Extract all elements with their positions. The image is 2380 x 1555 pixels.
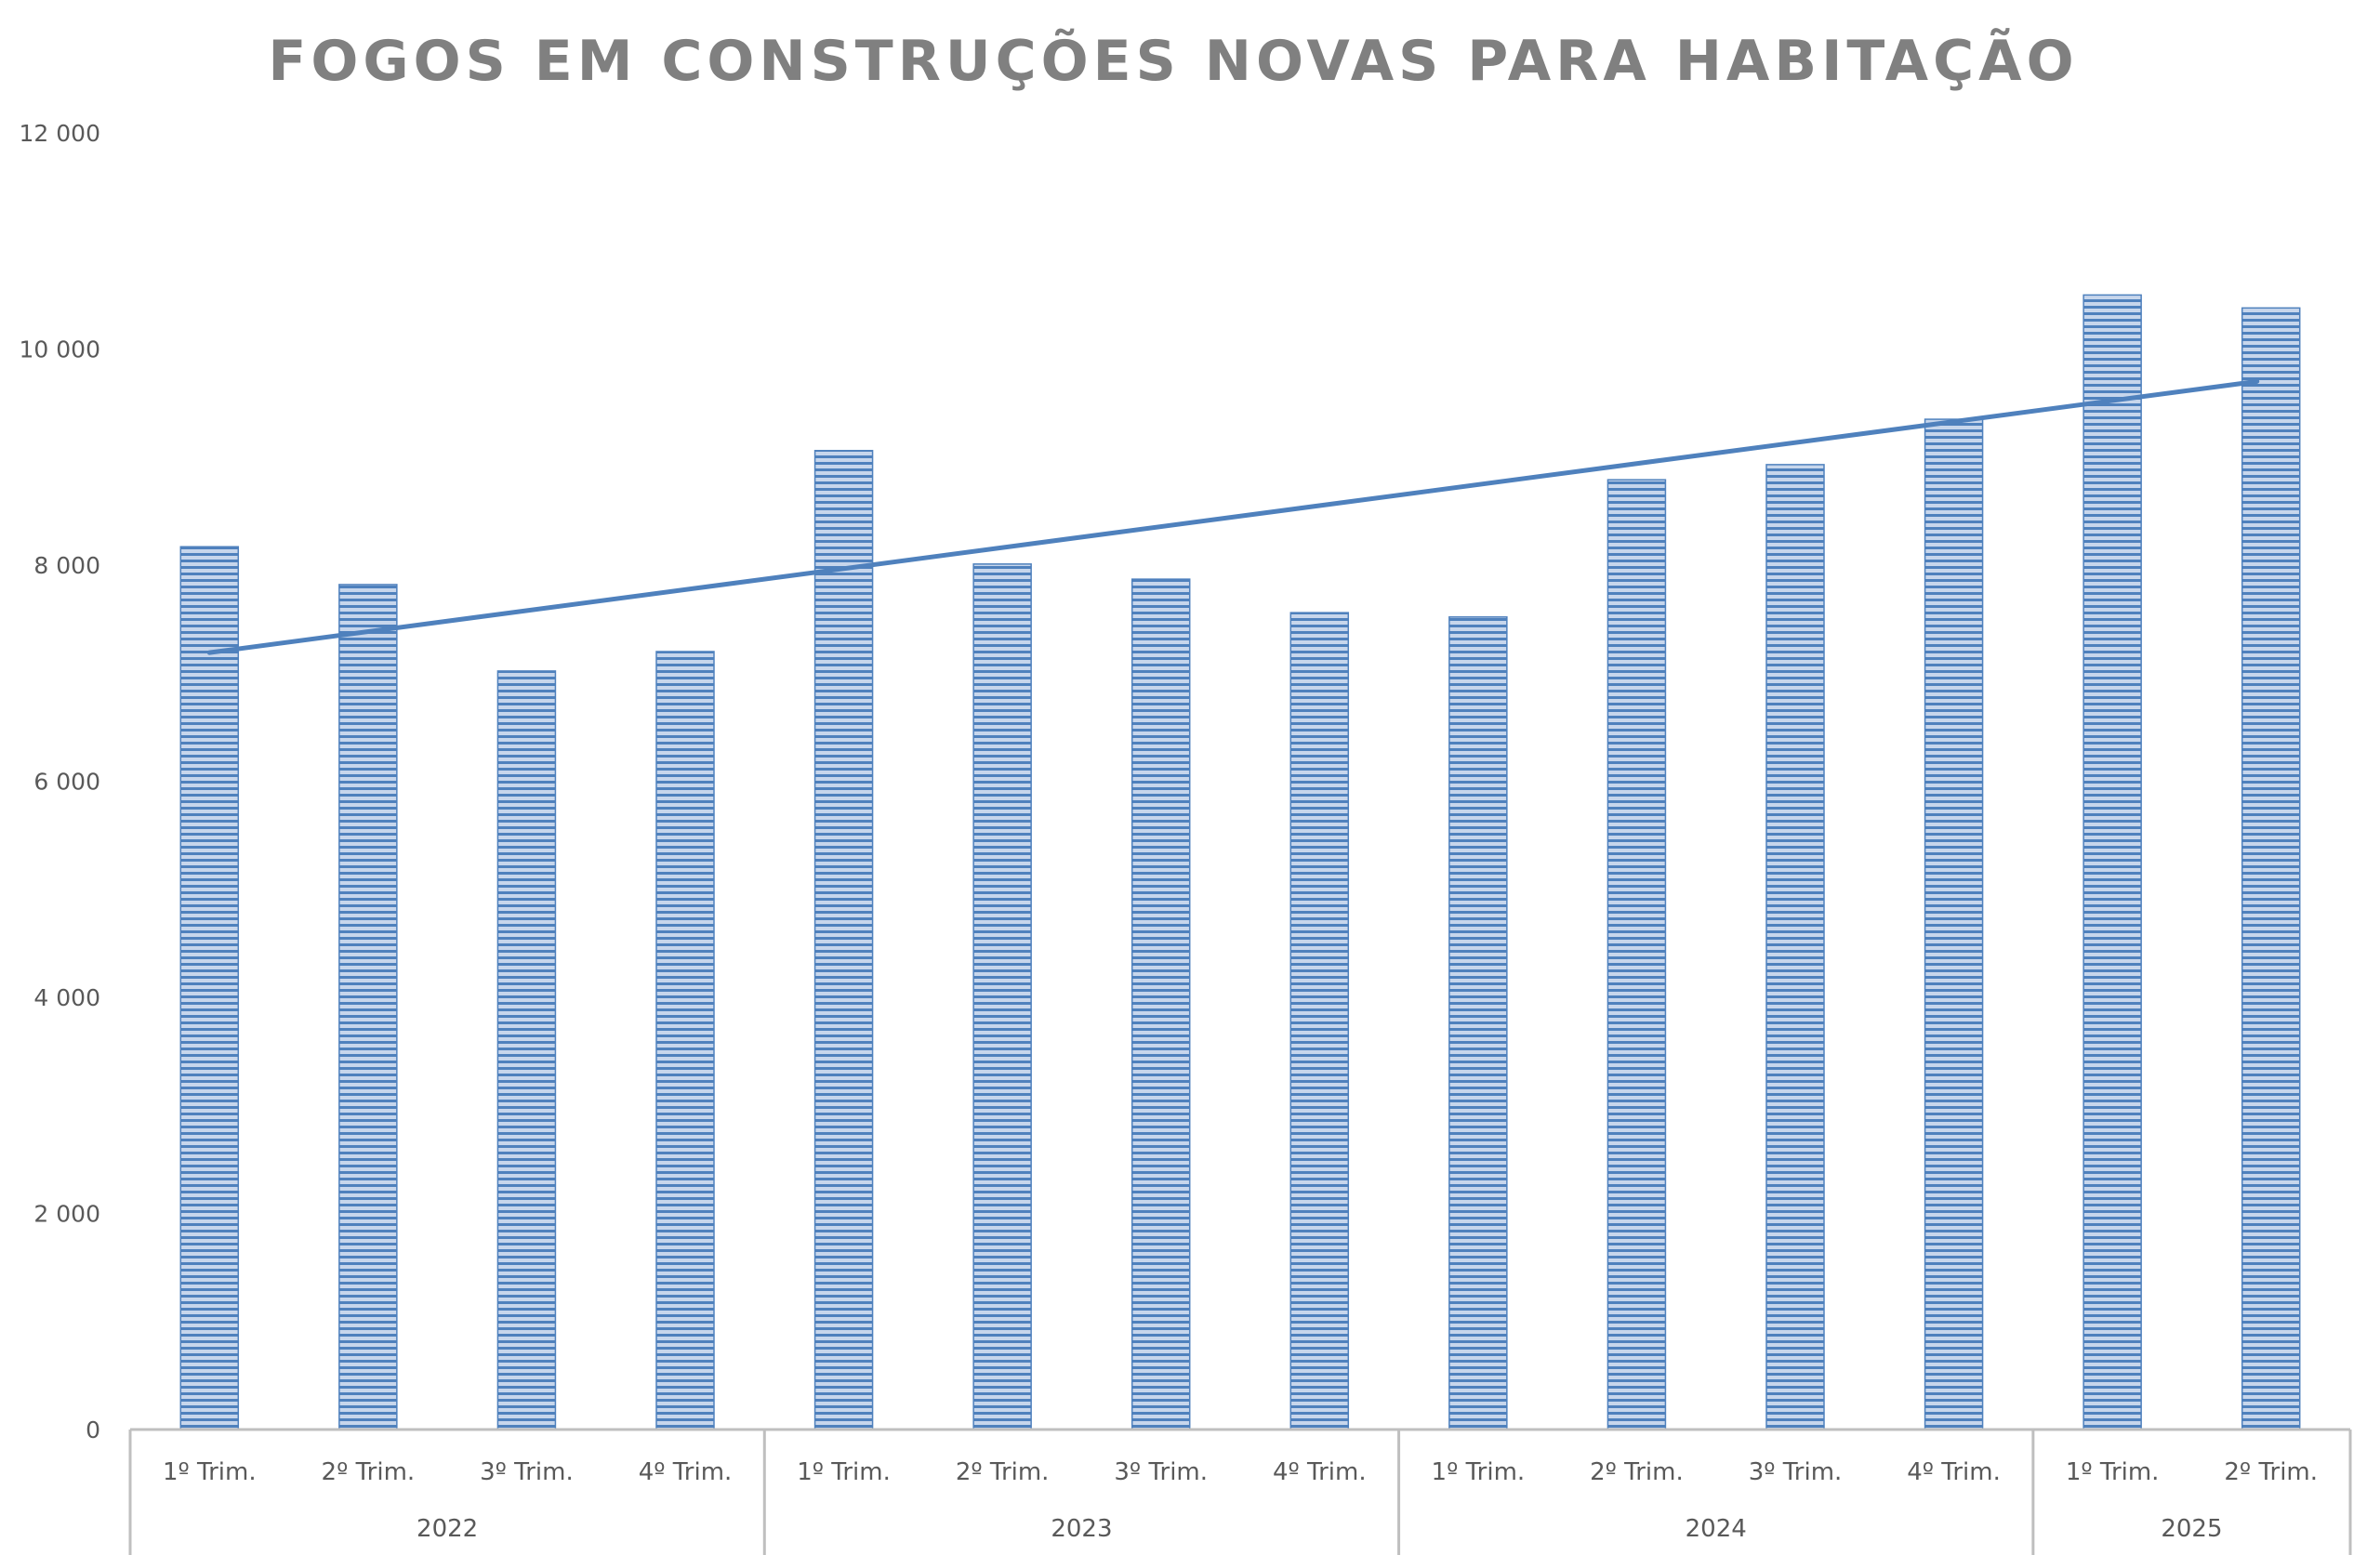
- y-tick-label: 8 000: [33, 552, 100, 579]
- x-tick-label: 2º Trim.: [322, 1458, 416, 1486]
- x-tick-label: 2º Trim.: [1590, 1458, 1684, 1486]
- x-axis: 1º Trim. 2º Trim. 3º Trim. 4º Trim. 1º Trim.…: [128, 1428, 2352, 1555]
- x-tick-label: 3º Trim.: [1114, 1458, 1208, 1486]
- bar: [1765, 464, 1825, 1430]
- y-axis-labels: 0 2 000 4 000 6 000 8 000 10 000 12 000: [20, 120, 100, 1443]
- y-tick-label: 2 000: [33, 1201, 100, 1228]
- x-tick-label: 1º Trim.: [1432, 1458, 1526, 1486]
- bar: [2082, 294, 2142, 1430]
- x-tick-label: 2º Trim.: [956, 1458, 1050, 1486]
- bar: [338, 584, 398, 1430]
- group-label: 2022: [416, 1515, 478, 1543]
- bar: [2241, 307, 2301, 1430]
- group-label: 2023: [1051, 1515, 1112, 1543]
- group-label: 2024: [1686, 1515, 1747, 1543]
- x-tick-label: 2º Trim.: [2224, 1458, 2318, 1486]
- y-tick-label: 10 000: [20, 336, 100, 363]
- chart-title: FOGOS EM CONSTRUÇÕES NOVAS PARA HABITAÇÃ…: [268, 27, 2078, 94]
- group-label: 2025: [2161, 1515, 2222, 1543]
- bar: [655, 651, 715, 1430]
- bar: [1289, 612, 1350, 1430]
- x-tick-label: 4º Trim.: [639, 1458, 733, 1486]
- y-tick-label: 12 000: [20, 120, 100, 147]
- trendline: [206, 378, 2260, 655]
- x-tick-label: 4º Trim.: [1907, 1458, 2001, 1486]
- x-tick-label: 1º Trim.: [797, 1458, 891, 1486]
- y-tick-label: 6 000: [33, 769, 100, 796]
- bar: [1924, 418, 1984, 1430]
- y-tick-label: 0: [86, 1417, 100, 1443]
- bar: [813, 450, 874, 1430]
- x-tick-label: 1º Trim.: [2066, 1458, 2160, 1486]
- trendline-group: [206, 378, 2260, 655]
- x-tick-label: 1º Trim.: [163, 1458, 257, 1486]
- y-tick-label: 4 000: [33, 984, 100, 1011]
- bar: [496, 670, 557, 1430]
- x-tick-label: 4º Trim.: [1273, 1458, 1367, 1486]
- bar: [972, 563, 1032, 1430]
- bar: [1606, 479, 1667, 1430]
- bar: [1130, 578, 1191, 1430]
- bars: [179, 294, 2301, 1430]
- bar: [1448, 616, 1508, 1430]
- x-tick-label: 3º Trim.: [1749, 1458, 1843, 1486]
- bar: [179, 546, 240, 1430]
- x-tick-label: 3º Trim.: [480, 1458, 574, 1486]
